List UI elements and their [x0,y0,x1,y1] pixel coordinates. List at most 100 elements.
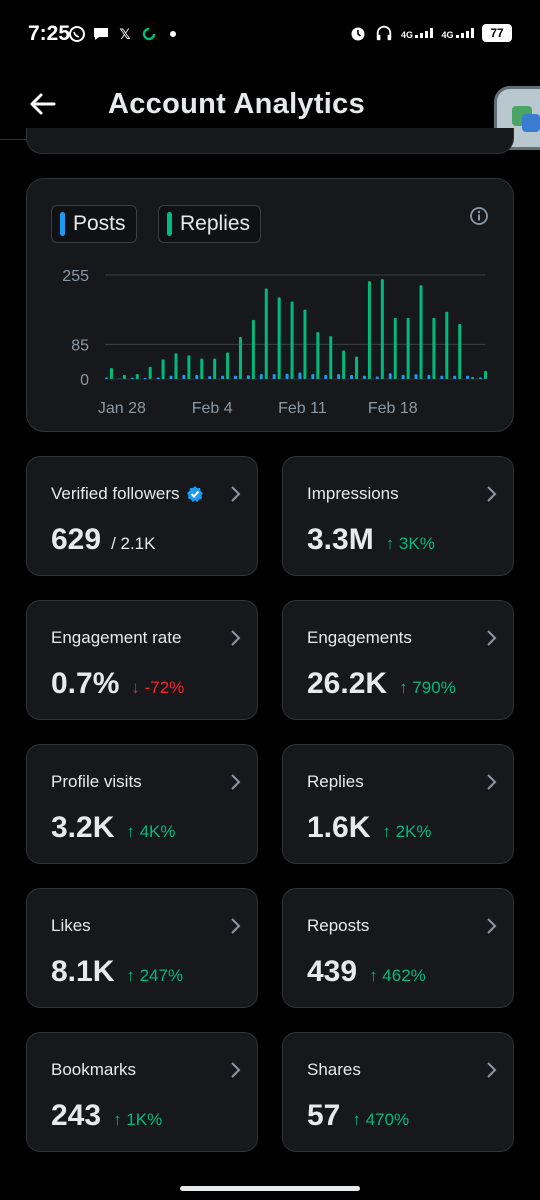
posts-bar [414,374,418,379]
posts-bar [401,374,405,379]
legend-posts-swatch [60,212,65,236]
stat-card-verified-followers[interactable]: Verified followers 629 / 2.1K [26,456,258,576]
bar-chart: 255 85 0 Jan 28 Feb 4 Feb 11 Feb 18 [62,268,487,417]
stat-label: Engagements [307,628,412,648]
stat-label: Profile visits [51,772,142,792]
stat-value: 3.3M [307,523,374,556]
info-icon[interactable] [469,206,489,226]
chevron-right-icon [231,630,241,646]
stat-card-profile-visits[interactable]: Profile visits 3.2K ↑ 4K% [26,744,258,864]
whatsapp-icon [68,25,86,43]
stat-value: 439 [307,955,358,988]
stat-label-text: Bookmarks [51,1060,137,1079]
stat-label: Likes [51,916,91,936]
stat-value-row: 8.1K ↑ 247% [51,955,183,989]
stat-label: Engagement rate [51,628,181,648]
replies-bar [342,350,346,379]
replies-bar [122,374,126,379]
sync-icon [140,25,158,43]
status-bar: 7:25 𝕏 4G 4G 77 [0,0,540,70]
posts-bar [259,374,263,379]
replies-bar [226,352,230,379]
replies-bar [419,285,423,379]
stat-value-row: 439 ↑ 462% [307,955,426,989]
replies-bar [393,317,397,379]
posts-bar [427,374,431,379]
alarm-icon [349,24,367,42]
headphones-icon [375,24,393,42]
replies-bar [380,279,384,379]
stat-label: Reposts [307,916,369,936]
posts-bar [388,373,392,379]
chevron-right-icon [487,918,497,934]
chevron-right-icon [487,774,497,790]
stat-value-row: 26.2K ↑ 790% [307,667,456,701]
stat-value-row: 57 ↑ 470% [307,1099,409,1133]
stat-label-text: Profile visits [51,772,142,791]
stat-card-engagement-rate[interactable]: Engagement rate 0.7% ↓ -72% [26,600,258,720]
replies-bar [445,311,449,379]
stat-delta: ↑ 470% [352,1110,410,1129]
stat-value: 8.1K [51,955,115,988]
battery-icon: 77 [482,24,512,42]
posts-bar [375,376,379,379]
replies-bar [355,356,359,379]
stat-delta: ↑ 4K% [126,822,176,841]
posts-bar [350,374,354,379]
x-tick-label: Feb 18 [368,400,418,417]
stat-label-text: Replies [307,772,364,791]
stat-card-likes[interactable]: Likes 8.1K ↑ 247% [26,888,258,1008]
replies-bar [174,353,178,379]
activity-chart-card: Posts Replies 255 85 0 Jan 28 Feb 4 Feb 11 Feb… [26,178,514,432]
back-button[interactable] [24,86,60,122]
stat-card-reposts[interactable]: Reposts 439 ↑ 462% [282,888,514,1008]
stat-value: 629 [51,523,102,556]
posts-bar [105,377,108,379]
posts-bar [440,375,444,379]
home-indicator[interactable] [180,1186,360,1191]
x-logo-icon: 𝕏 [119,25,131,42]
page-title: Account Analytics [108,88,366,120]
chevron-right-icon [487,1062,497,1078]
stat-card-shares[interactable]: Shares 57 ↑ 470% [282,1032,514,1152]
stat-delta: ↑ 1K% [113,1110,163,1129]
stat-label-text: Verified followers [51,484,180,503]
y-tick-label: 255 [62,268,89,285]
chevron-right-icon [231,1062,241,1078]
stat-value-row: 3.2K ↑ 4K% [51,811,176,845]
legend-posts-label: Posts [73,212,126,235]
posts-bar [182,374,186,379]
posts-bar [221,375,225,379]
stat-delta: ↑ 462% [369,966,426,985]
y-tick-label: 0 [80,372,89,389]
y-tick-label: 85 [71,337,89,354]
x-tick-label: Feb 4 [192,400,233,417]
replies-bar [303,309,307,379]
dot-icon [164,25,182,43]
stat-value: 243 [51,1099,102,1132]
stat-value-row: 0.7% ↓ -72% [51,667,184,701]
notification-icons: 𝕏 [68,25,182,43]
translate-icon [512,106,540,132]
chat-icon [92,25,110,43]
chevron-right-icon [231,918,241,934]
legend-posts[interactable]: Posts [51,205,137,243]
posts-bar [466,375,470,379]
stat-label-text: Impressions [307,484,399,503]
floating-translate-bubble[interactable] [494,86,540,150]
stat-card-impressions[interactable]: Impressions 3.3M ↑ 3K% [282,456,514,576]
stat-card-engagements[interactable]: Engagements 26.2K ↑ 790% [282,600,514,720]
posts-bar [246,375,250,379]
posts-bar [298,372,302,379]
stat-card-replies[interactable]: Replies 1.6K ↑ 2K% [282,744,514,864]
legend-replies[interactable]: Replies [158,205,262,243]
posts-bar [156,377,160,379]
stat-label: Impressions [307,484,399,504]
replies-bar [213,358,217,379]
replies-bar [484,370,487,379]
status-time: 7:25 [28,22,71,45]
back-arrow-icon [30,93,56,115]
stat-value-row: 1.6K ↑ 2K% [307,811,432,845]
stat-card-bookmarks[interactable]: Bookmarks 243 ↑ 1K% [26,1032,258,1152]
posts-bar [337,374,341,379]
